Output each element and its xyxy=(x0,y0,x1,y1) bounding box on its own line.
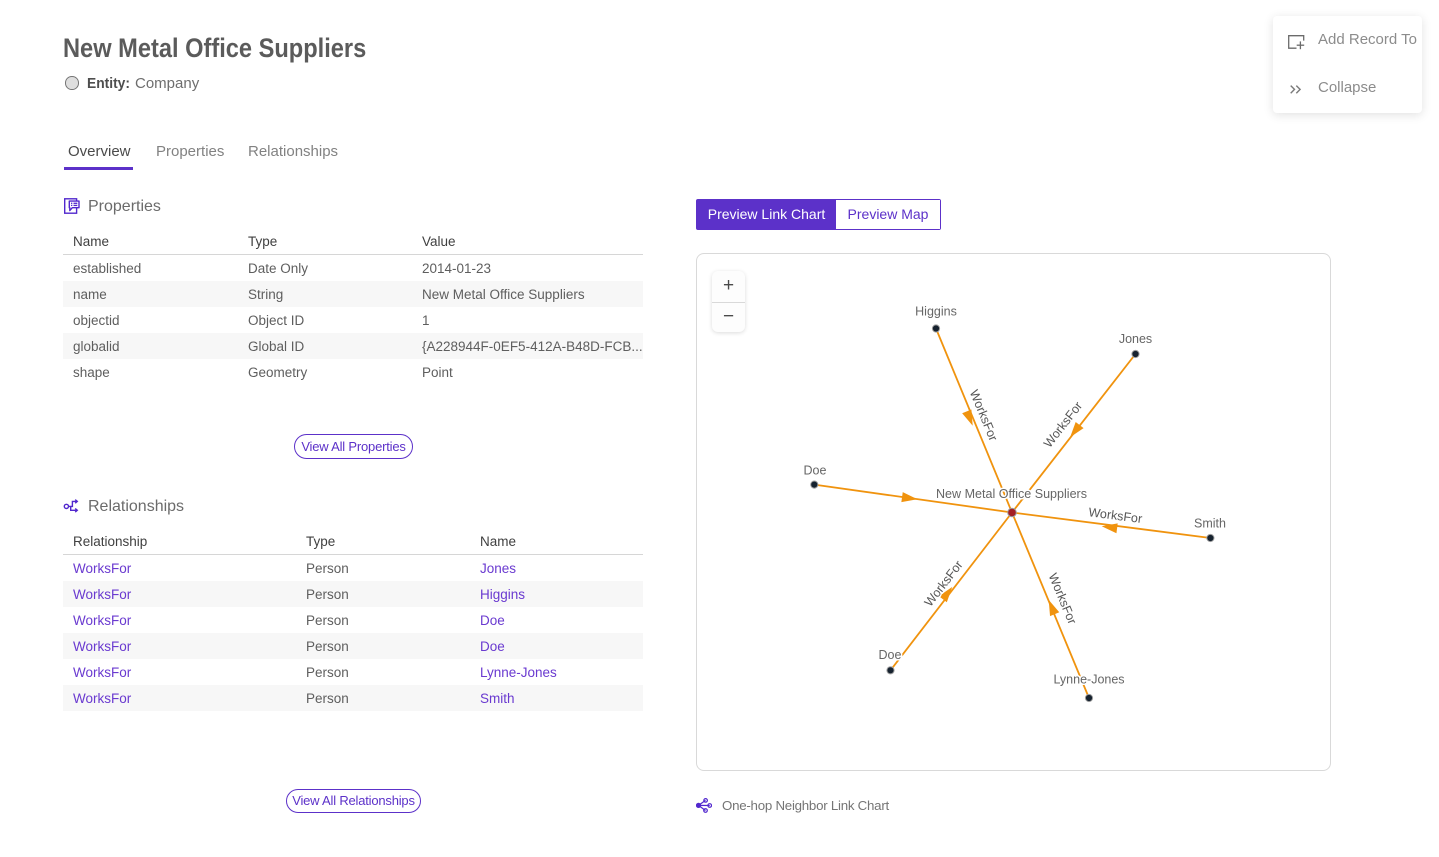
svg-text:Lynne-Jones: Lynne-Jones xyxy=(1053,672,1124,686)
svg-text:Doe: Doe xyxy=(804,464,827,478)
svg-text:Doe: Doe xyxy=(879,648,902,662)
svg-text:WorksFor: WorksFor xyxy=(1046,571,1080,626)
svg-text:Higgins: Higgins xyxy=(915,305,957,319)
svg-text:Smith: Smith xyxy=(1194,517,1226,531)
svg-text:Jones: Jones xyxy=(1119,332,1152,346)
svg-text:New Metal Office Suppliers: New Metal Office Suppliers xyxy=(936,486,1087,501)
